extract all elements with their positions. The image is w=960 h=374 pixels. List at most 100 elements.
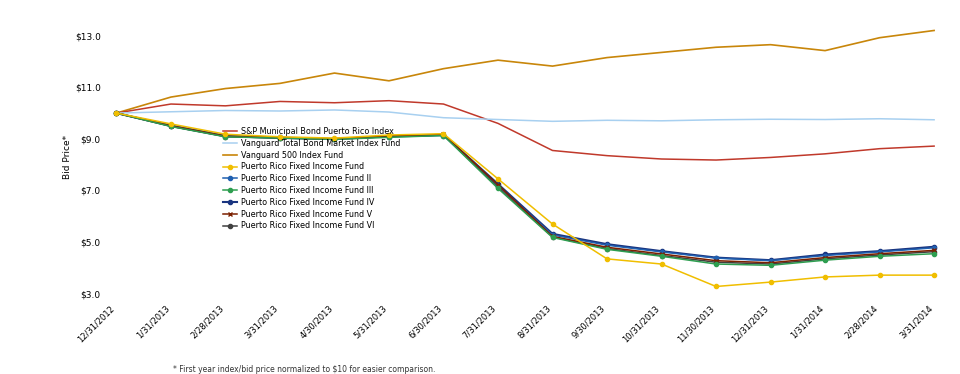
- Puerto Rico Fixed Income Fund: [601, 257, 612, 261]
- Puerto Rico Fixed Income Fund III: [928, 251, 940, 256]
- Puerto Rico Fixed Income Fund II: [165, 123, 177, 128]
- Puerto Rico Fixed Income Fund III: [438, 133, 449, 138]
- Puerto Rico Fixed Income Fund IV: [928, 245, 940, 249]
- Vanguard Total Bond Market Index Fund: [438, 116, 449, 120]
- Vanguard 500 Index Fund: [601, 55, 612, 60]
- Puerto Rico Fixed Income Fund II: [110, 111, 122, 115]
- Puerto Rico Fixed Income Fund II: [220, 133, 231, 138]
- Puerto Rico Fixed Income Fund V: [165, 123, 177, 128]
- Puerto Rico Fixed Income Fund II: [438, 133, 449, 138]
- Puerto Rico Fixed Income Fund VI: [220, 134, 231, 139]
- Puerto Rico Fixed Income Fund V: [220, 134, 231, 138]
- Vanguard Total Bond Market Index Fund: [874, 116, 885, 121]
- Vanguard 500 Index Fund: [492, 58, 504, 62]
- Line: Vanguard 500 Index Fund: Vanguard 500 Index Fund: [116, 31, 934, 113]
- Puerto Rico Fixed Income Fund V: [656, 252, 667, 256]
- Vanguard Total Bond Market Index Fund: [765, 117, 777, 122]
- Puerto Rico Fixed Income Fund V: [328, 137, 340, 141]
- Puerto Rico Fixed Income Fund VI: [656, 253, 667, 258]
- Vanguard Total Bond Market Index Fund: [601, 118, 612, 123]
- Puerto Rico Fixed Income Fund V: [710, 258, 722, 263]
- Line: Puerto Rico Fixed Income Fund VI: Puerto Rico Fixed Income Fund VI: [114, 111, 936, 266]
- Vanguard Total Bond Market Index Fund: [492, 117, 504, 122]
- Vanguard Total Bond Market Index Fund: [547, 119, 559, 123]
- Vanguard 500 Index Fund: [220, 86, 231, 91]
- Puerto Rico Fixed Income Fund: [492, 177, 504, 181]
- Puerto Rico Fixed Income Fund: [383, 133, 395, 137]
- Puerto Rico Fixed Income Fund II: [328, 137, 340, 141]
- S&P Municipal Bond Puerto Rico Index: [765, 155, 777, 160]
- Puerto Rico Fixed Income Fund III: [383, 135, 395, 140]
- Puerto Rico Fixed Income Fund: [220, 132, 231, 137]
- Puerto Rico Fixed Income Fund VI: [601, 246, 612, 251]
- Vanguard 500 Index Fund: [438, 67, 449, 71]
- Puerto Rico Fixed Income Fund: [765, 280, 777, 284]
- Puerto Rico Fixed Income Fund: [710, 284, 722, 289]
- Puerto Rico Fixed Income Fund VI: [438, 133, 449, 137]
- Puerto Rico Fixed Income Fund III: [874, 254, 885, 258]
- Puerto Rico Fixed Income Fund V: [492, 183, 504, 187]
- Puerto Rico Fixed Income Fund VI: [547, 235, 559, 239]
- Puerto Rico Fixed Income Fund V: [275, 135, 286, 140]
- Vanguard 500 Index Fund: [165, 95, 177, 99]
- Vanguard Total Bond Market Index Fund: [328, 108, 340, 112]
- Line: Puerto Rico Fixed Income Fund: Puerto Rico Fixed Income Fund: [114, 111, 936, 289]
- Vanguard 500 Index Fund: [275, 81, 286, 86]
- Puerto Rico Fixed Income Fund II: [928, 246, 940, 250]
- Puerto Rico Fixed Income Fund VI: [110, 111, 122, 115]
- Y-axis label: Bid Price*: Bid Price*: [63, 135, 72, 179]
- Puerto Rico Fixed Income Fund: [547, 222, 559, 226]
- Puerto Rico Fixed Income Fund VI: [275, 136, 286, 140]
- Vanguard Total Bond Market Index Fund: [710, 117, 722, 122]
- Puerto Rico Fixed Income Fund V: [819, 255, 830, 260]
- Puerto Rico Fixed Income Fund II: [656, 250, 667, 254]
- Vanguard 500 Index Fund: [765, 42, 777, 47]
- Vanguard Total Bond Market Index Fund: [165, 110, 177, 114]
- S&P Municipal Bond Puerto Rico Index: [328, 101, 340, 105]
- Puerto Rico Fixed Income Fund: [110, 111, 122, 115]
- Puerto Rico Fixed Income Fund III: [601, 247, 612, 252]
- Vanguard Total Bond Market Index Fund: [110, 111, 122, 115]
- Puerto Rico Fixed Income Fund IV: [438, 132, 449, 137]
- S&P Municipal Bond Puerto Rico Index: [928, 144, 940, 148]
- Puerto Rico Fixed Income Fund: [328, 136, 340, 140]
- Puerto Rico Fixed Income Fund VI: [383, 134, 395, 139]
- S&P Municipal Bond Puerto Rico Index: [220, 104, 231, 108]
- Puerto Rico Fixed Income Fund II: [383, 135, 395, 139]
- S&P Municipal Bond Puerto Rico Index: [601, 153, 612, 158]
- Puerto Rico Fixed Income Fund III: [710, 262, 722, 266]
- Vanguard 500 Index Fund: [874, 36, 885, 40]
- Puerto Rico Fixed Income Fund IV: [710, 255, 722, 260]
- Vanguard 500 Index Fund: [383, 79, 395, 83]
- Vanguard 500 Index Fund: [656, 50, 667, 55]
- Vanguard Total Bond Market Index Fund: [275, 109, 286, 113]
- Vanguard 500 Index Fund: [710, 45, 722, 49]
- Puerto Rico Fixed Income Fund: [165, 122, 177, 126]
- Puerto Rico Fixed Income Fund: [874, 273, 885, 278]
- Puerto Rico Fixed Income Fund IV: [765, 258, 777, 263]
- S&P Municipal Bond Puerto Rico Index: [383, 98, 395, 103]
- Puerto Rico Fixed Income Fund V: [928, 248, 940, 252]
- Puerto Rico Fixed Income Fund II: [547, 233, 559, 237]
- S&P Municipal Bond Puerto Rico Index: [710, 158, 722, 162]
- Puerto Rico Fixed Income Fund VI: [928, 249, 940, 254]
- Puerto Rico Fixed Income Fund V: [383, 134, 395, 138]
- Puerto Rico Fixed Income Fund: [928, 273, 940, 278]
- Line: S&P Municipal Bond Puerto Rico Index: S&P Municipal Bond Puerto Rico Index: [116, 101, 934, 160]
- Vanguard 500 Index Fund: [547, 64, 559, 68]
- Puerto Rico Fixed Income Fund III: [656, 254, 667, 258]
- Puerto Rico Fixed Income Fund IV: [110, 111, 122, 115]
- Vanguard Total Bond Market Index Fund: [656, 119, 667, 123]
- Puerto Rico Fixed Income Fund IV: [492, 182, 504, 186]
- Puerto Rico Fixed Income Fund IV: [601, 242, 612, 246]
- Puerto Rico Fixed Income Fund IV: [328, 137, 340, 141]
- Line: Puerto Rico Fixed Income Fund IV: Puerto Rico Fixed Income Fund IV: [114, 111, 936, 262]
- Puerto Rico Fixed Income Fund III: [765, 263, 777, 267]
- Puerto Rico Fixed Income Fund: [275, 135, 286, 139]
- S&P Municipal Bond Puerto Rico Index: [438, 102, 449, 106]
- Puerto Rico Fixed Income Fund IV: [275, 136, 286, 140]
- Puerto Rico Fixed Income Fund: [438, 132, 449, 136]
- Puerto Rico Fixed Income Fund IV: [383, 134, 395, 138]
- S&P Municipal Bond Puerto Rico Index: [275, 99, 286, 104]
- Puerto Rico Fixed Income Fund II: [710, 256, 722, 260]
